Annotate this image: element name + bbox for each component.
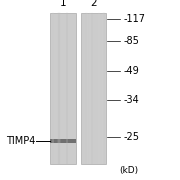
Text: -25: -25 xyxy=(123,132,139,142)
Bar xyxy=(50,139,76,143)
Text: -85: -85 xyxy=(123,35,139,46)
Text: 2: 2 xyxy=(90,0,97,8)
Text: -49: -49 xyxy=(123,66,139,76)
Text: -34: -34 xyxy=(123,95,139,105)
Bar xyxy=(50,13,76,164)
Text: TIMP4: TIMP4 xyxy=(6,136,35,146)
Bar xyxy=(81,13,106,164)
Text: -117: -117 xyxy=(123,14,145,24)
Text: (kD): (kD) xyxy=(119,166,138,175)
Text: 1: 1 xyxy=(60,0,66,8)
